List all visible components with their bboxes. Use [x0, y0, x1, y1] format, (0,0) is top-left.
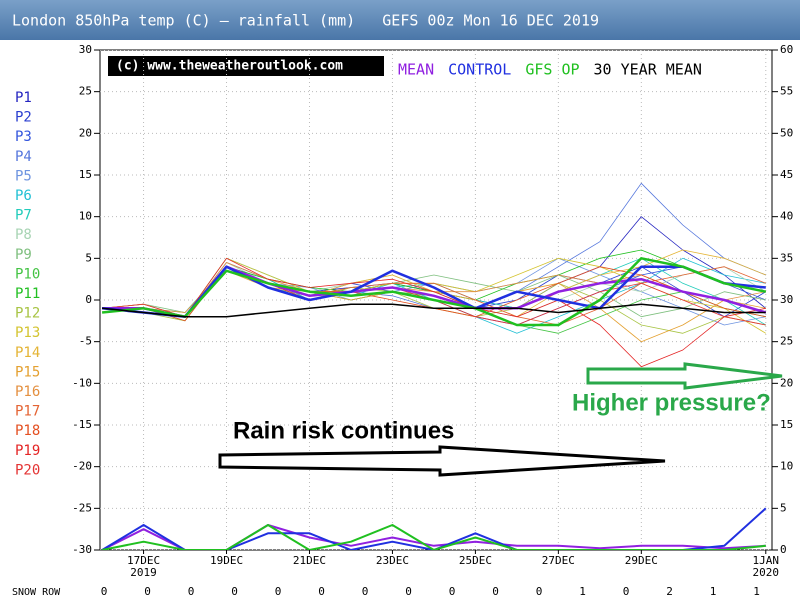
annotation: Higher pressure?	[572, 389, 771, 416]
legend-entry: P1	[15, 90, 32, 106]
temp-line	[102, 257, 766, 368]
x-tick-label: 17DEC	[127, 554, 160, 567]
pressure-arrow	[586, 362, 783, 390]
x-tick-label: 25DEC	[459, 554, 492, 567]
y-tick-label: 10	[79, 210, 92, 223]
copyright-box	[108, 56, 384, 76]
y2-tick-label: 40	[780, 210, 793, 223]
annotation: Rain risk continues	[233, 417, 454, 444]
y2-tick-label: 35	[780, 251, 793, 264]
x-tick-label: 21DEC	[293, 554, 326, 567]
legend-entry: P14	[15, 345, 40, 361]
x-tick-label: 29DEC	[625, 554, 658, 567]
y-tick-label: 25	[79, 85, 92, 98]
snow-value: 0	[536, 585, 543, 598]
x-tick-label: 23DEC	[376, 554, 409, 567]
y-tick-label: -15	[72, 418, 92, 431]
snow-value: 2	[666, 585, 673, 598]
y2-tick-label: 30	[780, 293, 793, 306]
legend-entry: P3	[15, 129, 32, 145]
y2-tick-label: 10	[780, 460, 793, 473]
y2-tick-label: 25	[780, 335, 793, 348]
legend-entry: P16	[15, 384, 40, 400]
legend-entry: P17	[15, 404, 40, 420]
rain-line	[101, 507, 767, 550]
y-tick-label: 15	[79, 168, 92, 181]
y2-tick-label: 55	[780, 85, 793, 98]
x-tick-label: 19DEC	[210, 554, 243, 567]
legend-entry: 30 YEAR MEAN	[594, 61, 702, 79]
legend-entry: P13	[15, 325, 40, 341]
y-tick-label: -30	[72, 543, 92, 556]
copyright: (c) www.theweatheroutlook.com	[116, 59, 343, 74]
snow-value: 0	[188, 585, 195, 598]
snow-value: 0	[144, 585, 151, 598]
temp-line	[101, 265, 766, 318]
header-bar	[0, 0, 800, 40]
legend-entry: P18	[15, 423, 40, 439]
snow-value: 0	[101, 585, 108, 598]
y2-tick-label: 15	[780, 418, 793, 431]
snow-value: 1	[579, 585, 586, 598]
legend-entry: CONTROL	[448, 61, 511, 79]
y2-tick-label: 60	[780, 43, 793, 56]
temp-line	[101, 257, 767, 327]
y-tick-label: -20	[72, 460, 92, 473]
y2-tick-label: 20	[780, 376, 793, 389]
snow-value: 0	[275, 585, 282, 598]
y2-tick-label: 5	[780, 501, 787, 514]
y-tick-label: 20	[79, 126, 92, 139]
snow-value: 0	[231, 585, 238, 598]
legend-entry: P19	[15, 443, 40, 459]
chart-title: London 850hPa temp (C) — rainfall (mm) G…	[12, 12, 599, 30]
y-tick-label: 30	[79, 43, 92, 56]
temp-line	[102, 303, 766, 318]
legend-entry: P8	[15, 227, 32, 243]
snow-value: 0	[449, 585, 456, 598]
legend-entry: P4	[15, 149, 32, 165]
legend-entry: P15	[15, 364, 40, 380]
snow-row-label: SNOW ROW	[12, 587, 61, 598]
snow-value: 0	[623, 585, 630, 598]
x-tick-label: 27DEC	[542, 554, 575, 567]
legend-entry: P10	[15, 266, 40, 282]
legend-entry: P7	[15, 208, 32, 224]
snow-value: 0	[318, 585, 325, 598]
plot-area	[100, 50, 772, 550]
snow-value: 1	[753, 585, 760, 598]
y-tick-label: 0	[85, 293, 92, 306]
legend-entry: P20	[15, 462, 40, 478]
y-tick-label: -25	[72, 501, 92, 514]
legend-entry: P6	[15, 188, 32, 204]
legend-entry: P11	[15, 286, 40, 302]
legend-entry: P12	[15, 306, 40, 322]
y2-tick-label: 0	[780, 543, 787, 556]
y-tick-label: 5	[85, 251, 92, 264]
x-tick-year: 2020	[753, 566, 780, 579]
y-tick-label: -5	[79, 335, 92, 348]
x-tick-label: 1JAN	[753, 554, 780, 567]
legend-entry: P9	[15, 247, 32, 263]
rain-line	[101, 524, 766, 550]
legend-entry: GFS OP	[525, 61, 579, 79]
y-tick-label: -10	[72, 376, 92, 389]
snow-value: 1	[710, 585, 717, 598]
legend-entry: P5	[15, 168, 32, 184]
x-tick-year: 2019	[130, 566, 157, 579]
legend-entry: P2	[15, 110, 32, 126]
snow-value: 0	[362, 585, 369, 598]
snow-value: 0	[492, 585, 499, 598]
rain-arrow	[218, 445, 666, 477]
legend-entry: MEAN	[398, 61, 434, 79]
y2-tick-label: 45	[780, 168, 793, 181]
snow-value: 0	[405, 585, 412, 598]
y2-tick-label: 50	[780, 126, 793, 139]
